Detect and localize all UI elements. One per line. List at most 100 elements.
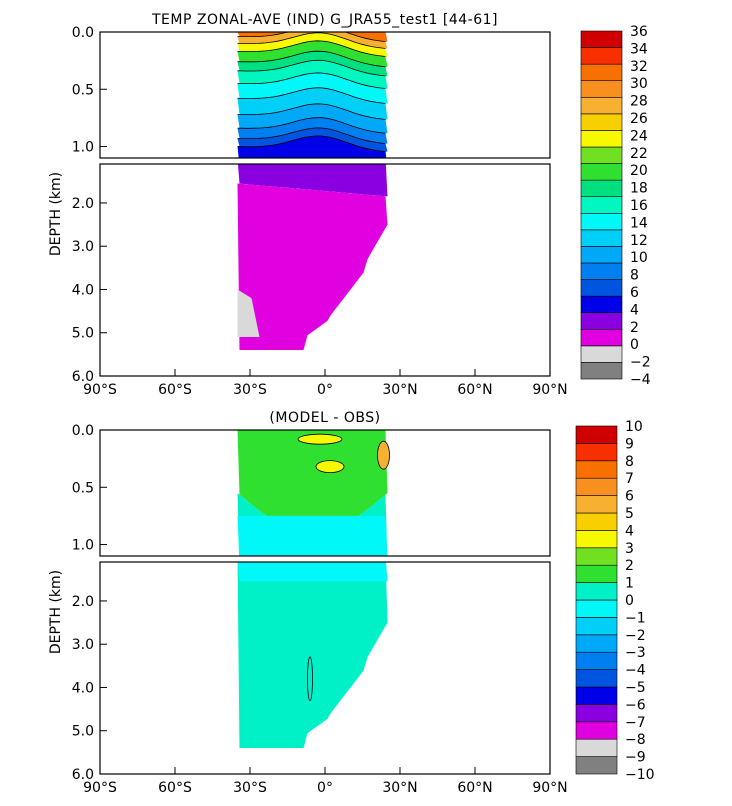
- y-tick-label: 6.0: [72, 767, 94, 783]
- temp-band-upper: [237, 40, 388, 67]
- x-tick-label: 30°S: [233, 780, 267, 796]
- x-tick-label: 0°: [317, 780, 333, 796]
- y-tick-label: 0.5: [72, 82, 94, 98]
- colorbar-cell: [580, 130, 623, 148]
- colorbar-cell: [575, 599, 618, 618]
- x-tick-label: 90°N: [532, 780, 567, 796]
- colorbar-label: 7: [625, 471, 634, 487]
- x-tick-label: 90°S: [83, 382, 117, 398]
- colorbar-label: 2: [625, 558, 634, 574]
- diff-band-green: [237, 430, 388, 534]
- temp-band-upper: [237, 32, 388, 49]
- colorbar-cell: [575, 530, 618, 549]
- x-tick-label: 90°S: [83, 780, 117, 796]
- colorbar-cell: [580, 146, 623, 164]
- temp-band-deep: [237, 183, 388, 350]
- colorbar-label: −6: [625, 697, 646, 713]
- colorbar-cell: [580, 362, 623, 380]
- colorbar-label: −7: [625, 715, 646, 731]
- temp-band-lower: [237, 164, 388, 197]
- y-tick-label: 0.0: [72, 25, 94, 41]
- colorbar-label: 1: [625, 576, 634, 592]
- colorbar-label: 2: [630, 320, 639, 336]
- x-tick-label: 30°N: [382, 780, 417, 796]
- colorbar-cell: [580, 80, 623, 98]
- colorbar-label: 5: [625, 506, 634, 522]
- y-tick-label: 0.0: [72, 423, 94, 439]
- upper-frame: [99, 31, 551, 159]
- contour-line: [307, 656, 313, 702]
- colorbar-label: 6: [625, 489, 634, 505]
- colorbar-label: 26: [630, 111, 648, 127]
- y-tick-label: 1.0: [72, 140, 94, 156]
- colorbar-cell: [575, 686, 618, 705]
- panel-temp-zonal-ave: 0.0 0.5 1.0 2.0 3.0 4.0 5.0 6.090°S 60°S 30°S 0° 30…: [48, 12, 651, 398]
- colorbar-cell: [575, 512, 618, 531]
- contour-line: [237, 59, 386, 77]
- colorbar-label: −1: [625, 610, 646, 626]
- colorbar-cell: [575, 669, 618, 688]
- temp-band-upper: [237, 117, 388, 144]
- colorbar-cell: [580, 63, 623, 82]
- x-tick-label: 60°N: [457, 780, 492, 796]
- y-tick-label: 5.0: [72, 724, 94, 740]
- colorbar-label: 8: [625, 454, 634, 470]
- colorbar-label: 18: [630, 181, 648, 197]
- temp-band-upper: [237, 51, 388, 77]
- colorbar-label: 36: [630, 24, 648, 40]
- colorbar-cell: [575, 564, 618, 583]
- y-tick-label: 4.0: [72, 680, 94, 696]
- lower-field: [237, 164, 388, 350]
- colorbar-label: −3: [625, 645, 646, 661]
- y-tick-label: 1.0: [72, 538, 94, 554]
- diff-warm-patch: [377, 440, 390, 470]
- x-tick-label: 60°S: [158, 780, 192, 796]
- contour-line: [237, 40, 386, 57]
- colorbar-cell: [580, 179, 623, 198]
- colorbar-label: 22: [630, 146, 648, 162]
- colorbar-cell: [580, 196, 623, 214]
- chart-title: (MODEL - OBS): [269, 410, 380, 426]
- colorbar-label: 14: [630, 215, 648, 231]
- colorbar-cell: [575, 477, 618, 496]
- colorbar-cell: [580, 345, 623, 363]
- colorbar-label: −9: [625, 750, 646, 766]
- contour-line: [237, 50, 386, 68]
- contour-line: [237, 87, 386, 104]
- colorbar-label: −2: [625, 628, 646, 644]
- colorbar-cell: [580, 246, 623, 264]
- y-tick-label: 0.5: [72, 480, 94, 496]
- colorbar-label: −4: [630, 372, 651, 388]
- x-tick-label: 60°S: [158, 382, 192, 398]
- colorbar-cell: [575, 651, 618, 670]
- colorbar-cell: [575, 738, 618, 757]
- colorbar-label: 6: [630, 285, 639, 301]
- colorbar-cell: [580, 163, 623, 181]
- colorbar-label: 34: [630, 41, 648, 57]
- y-tick-label: 6.0: [72, 369, 94, 385]
- y-axis-label: DEPTH (km): [48, 570, 64, 654]
- contour-line: [237, 135, 386, 152]
- colorbar-cell: [575, 443, 618, 462]
- y-axis-label: DEPTH (km): [48, 172, 64, 256]
- diff-band-cyan-lower: [237, 562, 388, 582]
- temp-band-upper: [237, 72, 388, 104]
- colorbar-cell: [575, 495, 618, 514]
- colorbar-cell: [575, 721, 618, 740]
- colorbar-label: 0: [625, 593, 634, 609]
- colorbar-label: 28: [630, 94, 648, 110]
- colorbar-cell: [575, 756, 618, 775]
- contour-line: [237, 72, 386, 89]
- colorbar-label: 16: [630, 198, 648, 214]
- colorbar-cell: [575, 704, 618, 723]
- diff-warm-patch: [297, 433, 343, 445]
- lower-field: [237, 562, 388, 748]
- x-tick-label: 30°S: [233, 382, 267, 398]
- colorbar-cell: [580, 312, 623, 330]
- x-tick-label: 90°N: [532, 382, 567, 398]
- contour-line: [237, 32, 386, 49]
- colorbar-label: 3: [625, 541, 634, 557]
- y-tick-label: 3.0: [72, 637, 94, 653]
- diff-warm-patch: [315, 460, 345, 474]
- colorbar-label: 8: [630, 268, 639, 284]
